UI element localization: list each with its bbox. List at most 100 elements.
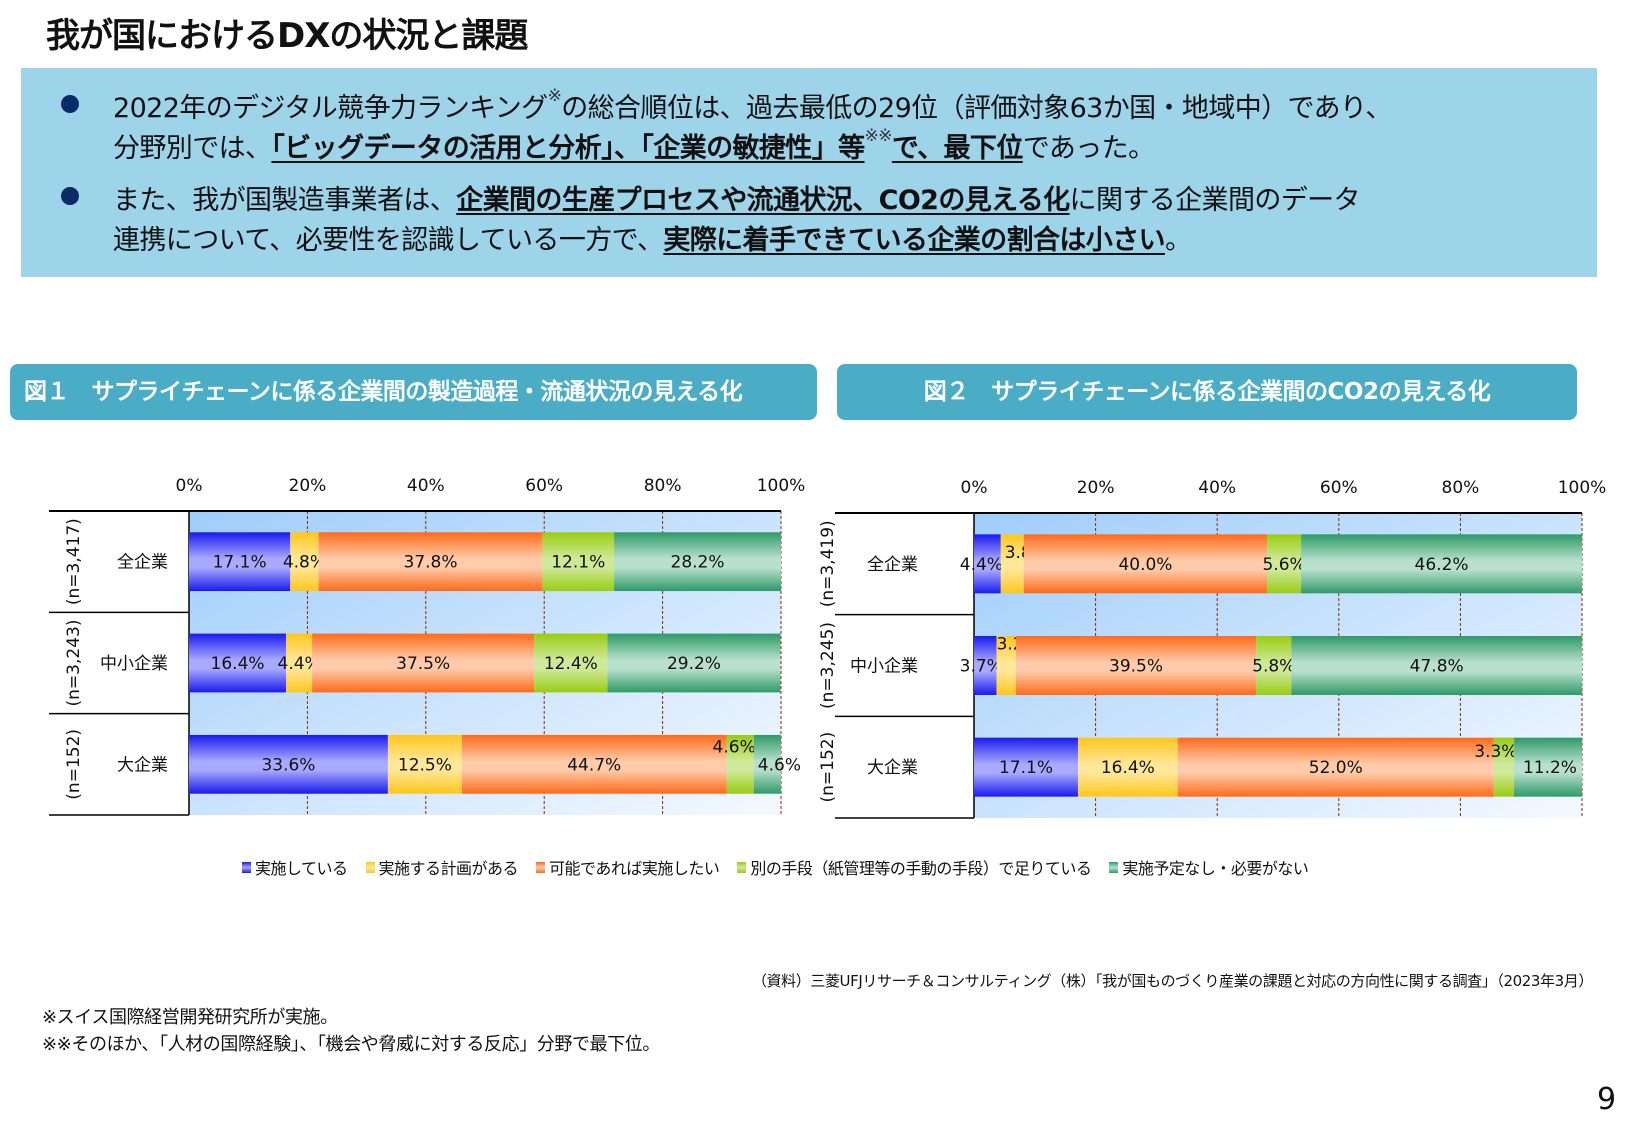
data-label: 4.4% [960,555,1003,575]
data-label: 17.1% [999,758,1053,778]
data-label: 29.2% [667,654,721,674]
data-label: 4.4% [278,654,321,674]
emphasis-text: 企業間の生産プロセスや流通状況、CO2の見える化 [456,185,1070,216]
text: 2022年のデジタル競争力ランキング [113,93,548,124]
bullet-1-line-1: 2022年のデジタル競争力ランキング※の総合順位は、過去最低の29位（評価対象6… [113,86,1392,125]
sample-size-label: (n=152) [64,729,84,800]
data-label: 16.4% [1101,758,1155,778]
text: 。 [1164,225,1192,256]
x-tick-label: 40% [1198,478,1236,498]
bar-segment [726,734,754,794]
x-tick-label: 100% [757,476,806,496]
footnote-mark: ※※ [864,126,893,146]
legend-swatch-icon [1109,861,1119,873]
text: であった。 [1022,133,1155,164]
bar-segment [1267,534,1302,594]
sample-size-label: (n=3,419) [820,520,838,607]
emphasis-text: 「ビッグデータの活用と分析」、「企業の敏捷性」等 [271,133,865,164]
x-tick-label: 0% [176,476,203,496]
bullet-dot-icon [61,187,79,205]
data-label: 52.0% [1309,758,1363,778]
bar-segment [1291,636,1582,695]
text: 連携について、必要性を認識している一方で、 [113,225,664,256]
bar-segment [318,532,543,592]
category-label: 中小企業 [850,657,918,677]
figure-1-title: 図１ サプライチェーンに係る企業間の製造過程・流通状況の見える化 [10,364,817,420]
legend-item: 実施している [242,855,348,879]
data-label: 33.6% [261,755,315,775]
x-tick-label: 80% [1442,478,1480,498]
text: 分野別では、 [113,133,272,164]
footnote-1: ※スイス国際経営開発研究所が実施。 [42,1007,338,1028]
category-label: 中小企業 [100,654,168,674]
figure-2-title: 図２ サプライチェーンに係る企業間のCO2の見える化 [837,364,1577,420]
bullet-1-line-2: 分野別では、「ビッグデータの活用と分析」、「企業の敏捷性」等※※で、最下位であっ… [113,126,1155,165]
x-tick-label: 0% [961,478,988,498]
bar-segment [974,534,1001,594]
legend-item: 可能であれば実施したい [536,855,720,879]
chart-legend: 実施している 実施する計画がある 可能であれば実施したい 別の手段（紙管理等の手… [242,855,1309,879]
sample-size-label: (n=152) [820,732,838,803]
bar-segment [614,532,781,592]
category-label: 全企業 [867,555,918,575]
x-tick-label: 60% [525,476,563,496]
x-tick-label: 40% [407,476,445,496]
bar-segment [534,633,608,693]
category-label: 全企業 [117,553,168,573]
text: の総合順位は、過去最低の29位（評価対象63か国・地域中）であり、 [561,93,1392,124]
bar-segment [461,734,727,794]
bullet-dot-icon [61,95,79,113]
data-label: 44.7% [567,755,621,775]
text: また、我が国製造事業者は、 [113,185,457,216]
data-label: 5.6% [1262,555,1305,575]
legend-label: 可能であれば実施したい [549,859,720,878]
legend-item: 実施する計画がある [365,855,519,879]
summary-box: 2022年のデジタル競争力ランキング※の総合順位は、過去最低の29位（評価対象6… [21,68,1597,277]
bar-segment [542,532,615,592]
legend-label: 実施している [255,859,348,878]
data-label: 12.1% [551,553,605,573]
data-label: 37.5% [396,654,450,674]
category-label: 大企業 [117,755,168,775]
figure-2-chart: 0%20%40%60%80%100%全企業(n=3,419)4.4%3.8%40… [820,478,1606,819]
emphasis-text: で、最下位 [891,133,1024,164]
footnote-mark: ※ [547,86,562,106]
data-label: 46.2% [1415,555,1469,575]
bar-segment [607,633,781,693]
legend-swatch-icon [737,861,747,873]
bar-segment [1077,737,1178,797]
data-label: 47.8% [1410,657,1464,677]
bar-segment [753,734,781,794]
sample-size-label: (n=3,245) [820,622,838,709]
bar-segment [996,636,1016,695]
data-label: 3.3% [1474,742,1517,762]
data-label: 5.8% [1252,657,1295,677]
x-tick-label: 20% [289,476,327,496]
bar-segment [1177,737,1494,797]
bar-segment [1301,534,1582,594]
bar-segment [189,734,388,794]
data-label: 4.6% [758,755,801,775]
data-label: 3.7% [960,657,1003,677]
sample-size-label: (n=3,243) [64,620,84,707]
bar-segment [974,737,1078,797]
data-label: 40.0% [1118,555,1172,575]
page-number: 9 [1597,1082,1617,1117]
bar-segment [312,633,535,693]
sample-size-label: (n=3,417) [64,518,84,605]
legend-label: 実施する計画がある [378,859,519,878]
data-label: 28.2% [671,553,725,573]
data-label: 39.5% [1109,657,1163,677]
legend-label: 実施予定なし・必要がない [1122,859,1309,878]
category-label: 大企業 [867,758,918,778]
legend-swatch-icon [365,861,375,873]
source-citation: （資料）三菱UFJリサーチ＆コンサルティング（株）「我が国ものづくり産業の課題と… [751,972,1593,990]
data-label: 11.2% [1523,758,1577,778]
bar-segment [290,532,319,592]
legend-label: 別の手段（紙管理等の手動の手段）で足りている [750,859,1092,878]
bar-segment [387,734,462,794]
x-tick-label: 60% [1320,478,1358,498]
legend-swatch-icon [242,861,251,873]
emphasis-text: 実際に着手できている企業の割合は小さい [663,225,1165,256]
page-title: 我が国におけるDXの状況と課題 [46,16,528,56]
